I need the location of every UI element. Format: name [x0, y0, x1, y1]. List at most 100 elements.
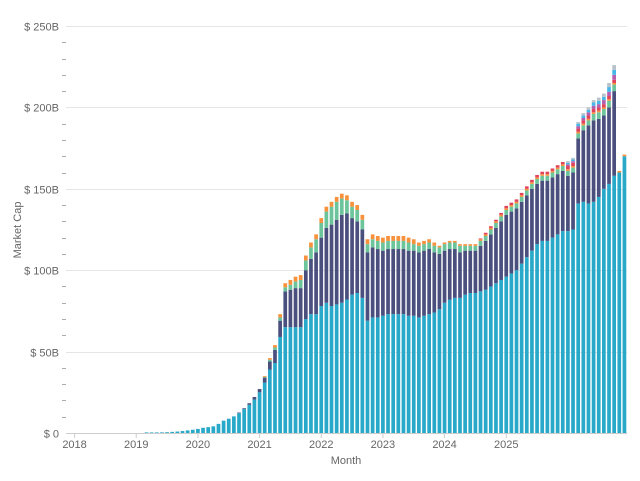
bar-segment-4-91 [540, 171, 545, 175]
bar-segment-0-69 [427, 314, 431, 433]
bar-segment-3-65 [406, 237, 411, 243]
bar-segment-6-103 [602, 96, 606, 101]
bar-segment-0-79 [478, 291, 483, 433]
bar-segment-3-89 [530, 182, 534, 184]
bar-segment-1-81 [488, 234, 493, 287]
bar-segment-4-83 [499, 212, 503, 215]
bar-segment-3-37 [262, 376, 267, 377]
bar-segment-2-39 [273, 347, 277, 350]
bar-segment-3-85 [509, 205, 514, 207]
bar-segment-2-40 [278, 317, 282, 321]
bar-segment-1-44 [298, 288, 303, 328]
bar-segment-0-87 [519, 263, 524, 433]
bar-segment-2-60 [381, 242, 385, 251]
bar-segment-1-89 [530, 188, 534, 251]
bar-segment-2-46 [309, 247, 313, 259]
bar-segment-1-70 [432, 252, 437, 313]
bar-segment-2-72 [442, 244, 447, 251]
bar-segment-5-101 [591, 105, 596, 110]
bar-segment-4-87 [519, 192, 524, 196]
bar-segment-0-60 [381, 315, 385, 433]
bar-segment-4-105 [612, 79, 616, 83]
bar-segment-0-36 [257, 392, 262, 433]
bar-segment-0-93 [550, 237, 555, 433]
bar-segment-1-101 [591, 120, 596, 202]
bar-segment-1-43 [293, 288, 298, 328]
bar-segment-6-101 [591, 102, 596, 106]
bar-segment-3-43 [293, 276, 298, 282]
bar-segment-3-57 [365, 239, 370, 245]
bar-segment-3-74 [453, 240, 457, 243]
bar-segment-1-39 [273, 349, 277, 363]
bar-segment-1-45 [303, 270, 308, 320]
x-tick-label: 2023 [371, 439, 395, 451]
bar-segment-1-87 [519, 201, 524, 264]
x-tick-label: 2018 [62, 439, 86, 451]
bar-segment-1-66 [411, 250, 416, 316]
bar-segment-3-75 [458, 244, 462, 246]
bar-segment-1-58 [370, 247, 375, 318]
bar-segment-4-81 [488, 226, 493, 228]
bar-segment-2-61 [386, 240, 390, 250]
bar-segment-1-35 [252, 397, 257, 400]
bar-segment-6-99 [581, 115, 586, 118]
bar-segment-0-97 [571, 229, 575, 433]
bar-segment-3-80 [483, 234, 488, 237]
bar-segment-3-70 [432, 242, 437, 246]
bar-segment-3-104 [607, 99, 611, 101]
bar-segment-4-95 [560, 161, 565, 165]
bar-segment-3-38 [268, 358, 272, 360]
bar-segment-4-93 [550, 168, 555, 171]
bar-segment-5-103 [602, 100, 606, 105]
bar-segment-3-46 [309, 242, 313, 248]
bar-segment-0-19 [170, 431, 175, 433]
bar-segment-2-50 [329, 206, 334, 225]
bar-segment-0-104 [607, 183, 611, 433]
bar-segment-4-82 [494, 219, 498, 222]
bar-segment-3-48 [319, 218, 324, 223]
bar-segment-0-99 [581, 201, 586, 433]
bar-segment-1-55 [355, 221, 360, 293]
bar-segment-4-90 [535, 174, 539, 178]
bar-segment-1-91 [540, 180, 545, 241]
bar-segment-1-92 [545, 180, 550, 241]
x-tick-label: 2021 [247, 439, 271, 451]
bar-segment-0-82 [494, 283, 498, 433]
bar-segment-1-52 [339, 214, 344, 303]
bar-segment-2-104 [607, 100, 611, 108]
bar-segment-2-47 [314, 239, 318, 253]
bar-segment-1-56 [360, 229, 365, 298]
bar-segment-4-80 [483, 232, 488, 235]
bar-segment-3-103 [602, 107, 606, 110]
bar-segment-5-96 [566, 164, 570, 167]
bar-segment-1-64 [401, 249, 406, 315]
bar-segment-4-100 [586, 115, 591, 119]
bar-segment-3-67 [417, 242, 421, 246]
bar-segment-0-56 [360, 297, 365, 433]
bar-segment-5-99 [581, 117, 586, 121]
bar-segment-3-53 [345, 195, 349, 201]
bar-segment-0-78 [473, 292, 478, 433]
bar-segment-4-102 [596, 107, 601, 111]
bar-segment-2-91 [540, 175, 545, 181]
bar-segment-1-57 [365, 252, 370, 321]
bar-segment-1-60 [381, 250, 385, 316]
bar-segment-0-95 [560, 231, 565, 433]
bar-segment-3-98 [576, 131, 581, 134]
x-tick-labels: 2018 2019 2020 2021 2022 2023 2024 2025 [62, 433, 518, 451]
bar-segment-3-88 [524, 188, 529, 191]
bar-segment-0-85 [509, 273, 514, 433]
bar-segment-0-20 [175, 431, 180, 433]
bar-segment-2-42 [288, 284, 293, 290]
bar-segment-2-83 [499, 216, 503, 222]
bar-segment-3-83 [499, 214, 503, 217]
bar-segment-2-95 [560, 166, 565, 171]
bar-segment-7-105 [612, 65, 616, 70]
bar-segment-2-84 [504, 209, 509, 215]
bar-segment-3-87 [519, 195, 524, 197]
bar-segment-7-100 [586, 107, 591, 110]
bar-segment-0-57 [365, 320, 370, 433]
bar-segment-1-62 [391, 249, 396, 315]
bar-segment-3-63 [396, 236, 401, 241]
bar-segment-0-86 [514, 270, 519, 433]
